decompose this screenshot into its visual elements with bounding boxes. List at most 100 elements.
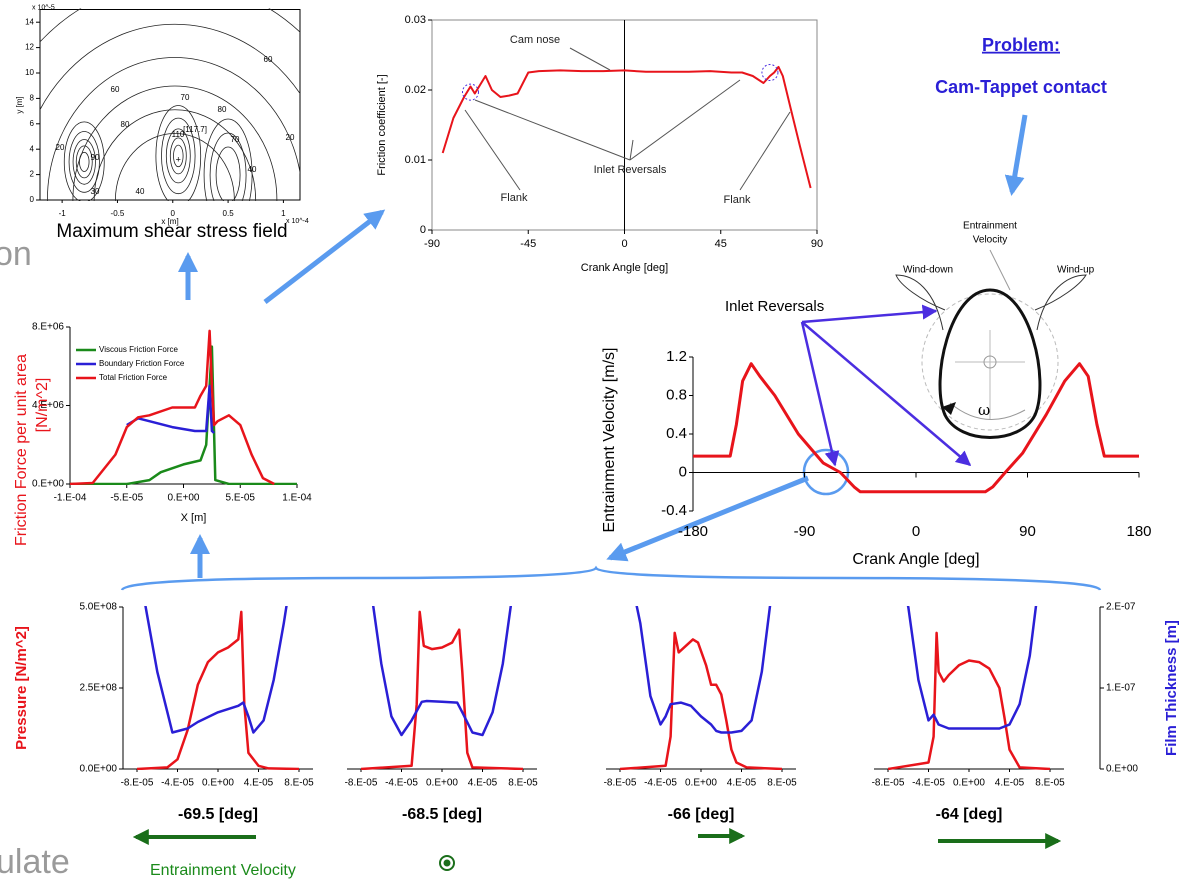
legend-label: Viscous Friction Force bbox=[99, 345, 179, 354]
x-tick-label: -5.E-05 bbox=[110, 493, 143, 504]
contour-label: 40 bbox=[248, 165, 257, 174]
x-axis-label: Crank Angle [deg] bbox=[581, 262, 668, 274]
y-tick-label: 1.2 bbox=[666, 348, 687, 365]
y-tick-label: 8.E+06 bbox=[32, 322, 64, 333]
y-tick-label: 2.E-07 bbox=[1106, 602, 1136, 613]
cam-label: Wind-up bbox=[1057, 265, 1095, 276]
pointer-arrows bbox=[178, 114, 1028, 578]
x-tick-label: 0 bbox=[621, 238, 627, 250]
contour-label: 80 bbox=[218, 105, 227, 114]
x-tick-label: 4.E-05 bbox=[995, 778, 1025, 789]
y-axis-label: Friction coefficient [-] bbox=[376, 74, 388, 175]
reversal-marker bbox=[761, 64, 779, 81]
x-tick-label: -8.E-05 bbox=[604, 778, 637, 789]
x-tick-label: 45 bbox=[715, 238, 727, 250]
contour-label: 60 bbox=[264, 55, 273, 64]
y-axis-label: Friction Force per unit area bbox=[13, 354, 30, 546]
y-tick-label: 2 bbox=[30, 170, 35, 179]
x-tick-label: 0 bbox=[171, 209, 176, 218]
chart-title: -69.5 [deg] bbox=[178, 806, 258, 823]
contour-line bbox=[72, 85, 278, 201]
cam-label: ω bbox=[978, 401, 990, 419]
contour-label: 20 bbox=[286, 133, 295, 142]
y2-axis-label: Film Thickness [m] bbox=[1163, 620, 1180, 756]
annotation: Inlet Reversals bbox=[725, 298, 824, 315]
y-tick-label: 0.8 bbox=[666, 386, 687, 403]
problem-text: Cam-Tappet contact bbox=[935, 77, 1107, 97]
x-tick-label: 8.E-05 bbox=[767, 778, 797, 789]
x-tick-label: -1.E-04 bbox=[54, 493, 87, 504]
leader-line bbox=[629, 79, 741, 161]
x-tick-label: 0 bbox=[912, 523, 920, 540]
leader-line bbox=[629, 139, 634, 161]
x-tick-label: 8.E-05 bbox=[1035, 778, 1065, 789]
x-tick-label: 1 bbox=[281, 209, 286, 218]
contour-label: 40 bbox=[136, 187, 145, 196]
y-tick-label: 8 bbox=[30, 94, 35, 103]
contour-line bbox=[203, 118, 253, 201]
leader-line bbox=[569, 47, 611, 71]
y-tick-label: -0.4 bbox=[661, 502, 687, 519]
contour-label: 80 bbox=[121, 120, 130, 129]
series-line bbox=[126, 384, 215, 434]
y-axis-label: Pressure [N/m^2] bbox=[13, 626, 30, 750]
direction-dot bbox=[443, 859, 451, 867]
annotation: Cam nose bbox=[510, 34, 560, 46]
leader-line bbox=[464, 109, 521, 191]
contour-label: 70 bbox=[181, 93, 190, 102]
x-tick-label: 4.E-05 bbox=[468, 778, 498, 789]
velocity-note: Entrainment Velocity bbox=[150, 862, 296, 879]
y-tick-label: 0.E+00 bbox=[1106, 764, 1138, 775]
contour-line bbox=[75, 145, 93, 179]
annotation: Inlet Reversals bbox=[594, 164, 667, 176]
x-tick-label: -8.E-05 bbox=[121, 778, 154, 789]
x-axis-label: X [m] bbox=[181, 512, 207, 524]
x-tick-label: 4.E-05 bbox=[727, 778, 757, 789]
y-axis-label: Entrainment Velocity [m/s] bbox=[601, 348, 618, 533]
contour-line bbox=[155, 105, 202, 201]
x-tick-label: 0.E+00 bbox=[426, 778, 458, 789]
reversal-arrows bbox=[800, 304, 972, 467]
x-tick-label: -90 bbox=[794, 523, 816, 540]
y-tick-label: 14 bbox=[25, 17, 34, 26]
y-axis-label: y [m] bbox=[15, 96, 24, 113]
y-axis-label: [N/m^2] bbox=[34, 378, 51, 433]
contour-line bbox=[169, 137, 187, 175]
contour-line bbox=[79, 151, 90, 172]
contour-line bbox=[40, 23, 300, 111]
y-tick-label: 0 bbox=[420, 224, 426, 236]
chart-title: -68.5 [deg] bbox=[402, 806, 482, 823]
x-tick-label: -8.E-05 bbox=[872, 778, 905, 789]
direction-dot bbox=[439, 855, 455, 871]
contour-label: 110 bbox=[172, 130, 185, 139]
x-tick-label: 180 bbox=[1126, 523, 1151, 540]
y-tick-label: 0 bbox=[679, 463, 687, 480]
cropped-text: ulate bbox=[0, 843, 70, 881]
contour-line bbox=[93, 109, 257, 201]
x-tick-label: -8.E-05 bbox=[345, 778, 378, 789]
y-tick-label: 4.E+06 bbox=[32, 400, 64, 411]
y-tick-label: 0.03 bbox=[405, 14, 426, 26]
contour-line bbox=[68, 131, 100, 193]
cropped-text: on bbox=[0, 235, 32, 273]
plot-frame bbox=[39, 9, 301, 201]
y-tick-label: 0 bbox=[30, 195, 35, 204]
contour-line bbox=[63, 121, 105, 201]
chart-title: -66 [deg] bbox=[668, 806, 735, 823]
leader-line bbox=[739, 111, 791, 191]
contour-line bbox=[161, 117, 196, 195]
cam-label: Velocity bbox=[973, 235, 1007, 246]
y-tick-label: 0.E+00 bbox=[32, 479, 64, 490]
x-tick-label: -4.E-05 bbox=[912, 778, 945, 789]
y-multiplier: x 10^-5 bbox=[32, 4, 55, 11]
series-line bbox=[371, 606, 513, 737]
x-tick-label: 8.E-05 bbox=[284, 778, 314, 789]
x-tick-label: 0.E+00 bbox=[168, 493, 200, 504]
contour-caption: Maximum shear stress field bbox=[56, 221, 287, 242]
series-line bbox=[137, 610, 299, 770]
cam-diagram bbox=[895, 249, 1087, 439]
x-tick-label: 90 bbox=[1019, 523, 1036, 540]
series-line bbox=[906, 606, 1038, 730]
contour-label: 70 bbox=[231, 135, 240, 144]
